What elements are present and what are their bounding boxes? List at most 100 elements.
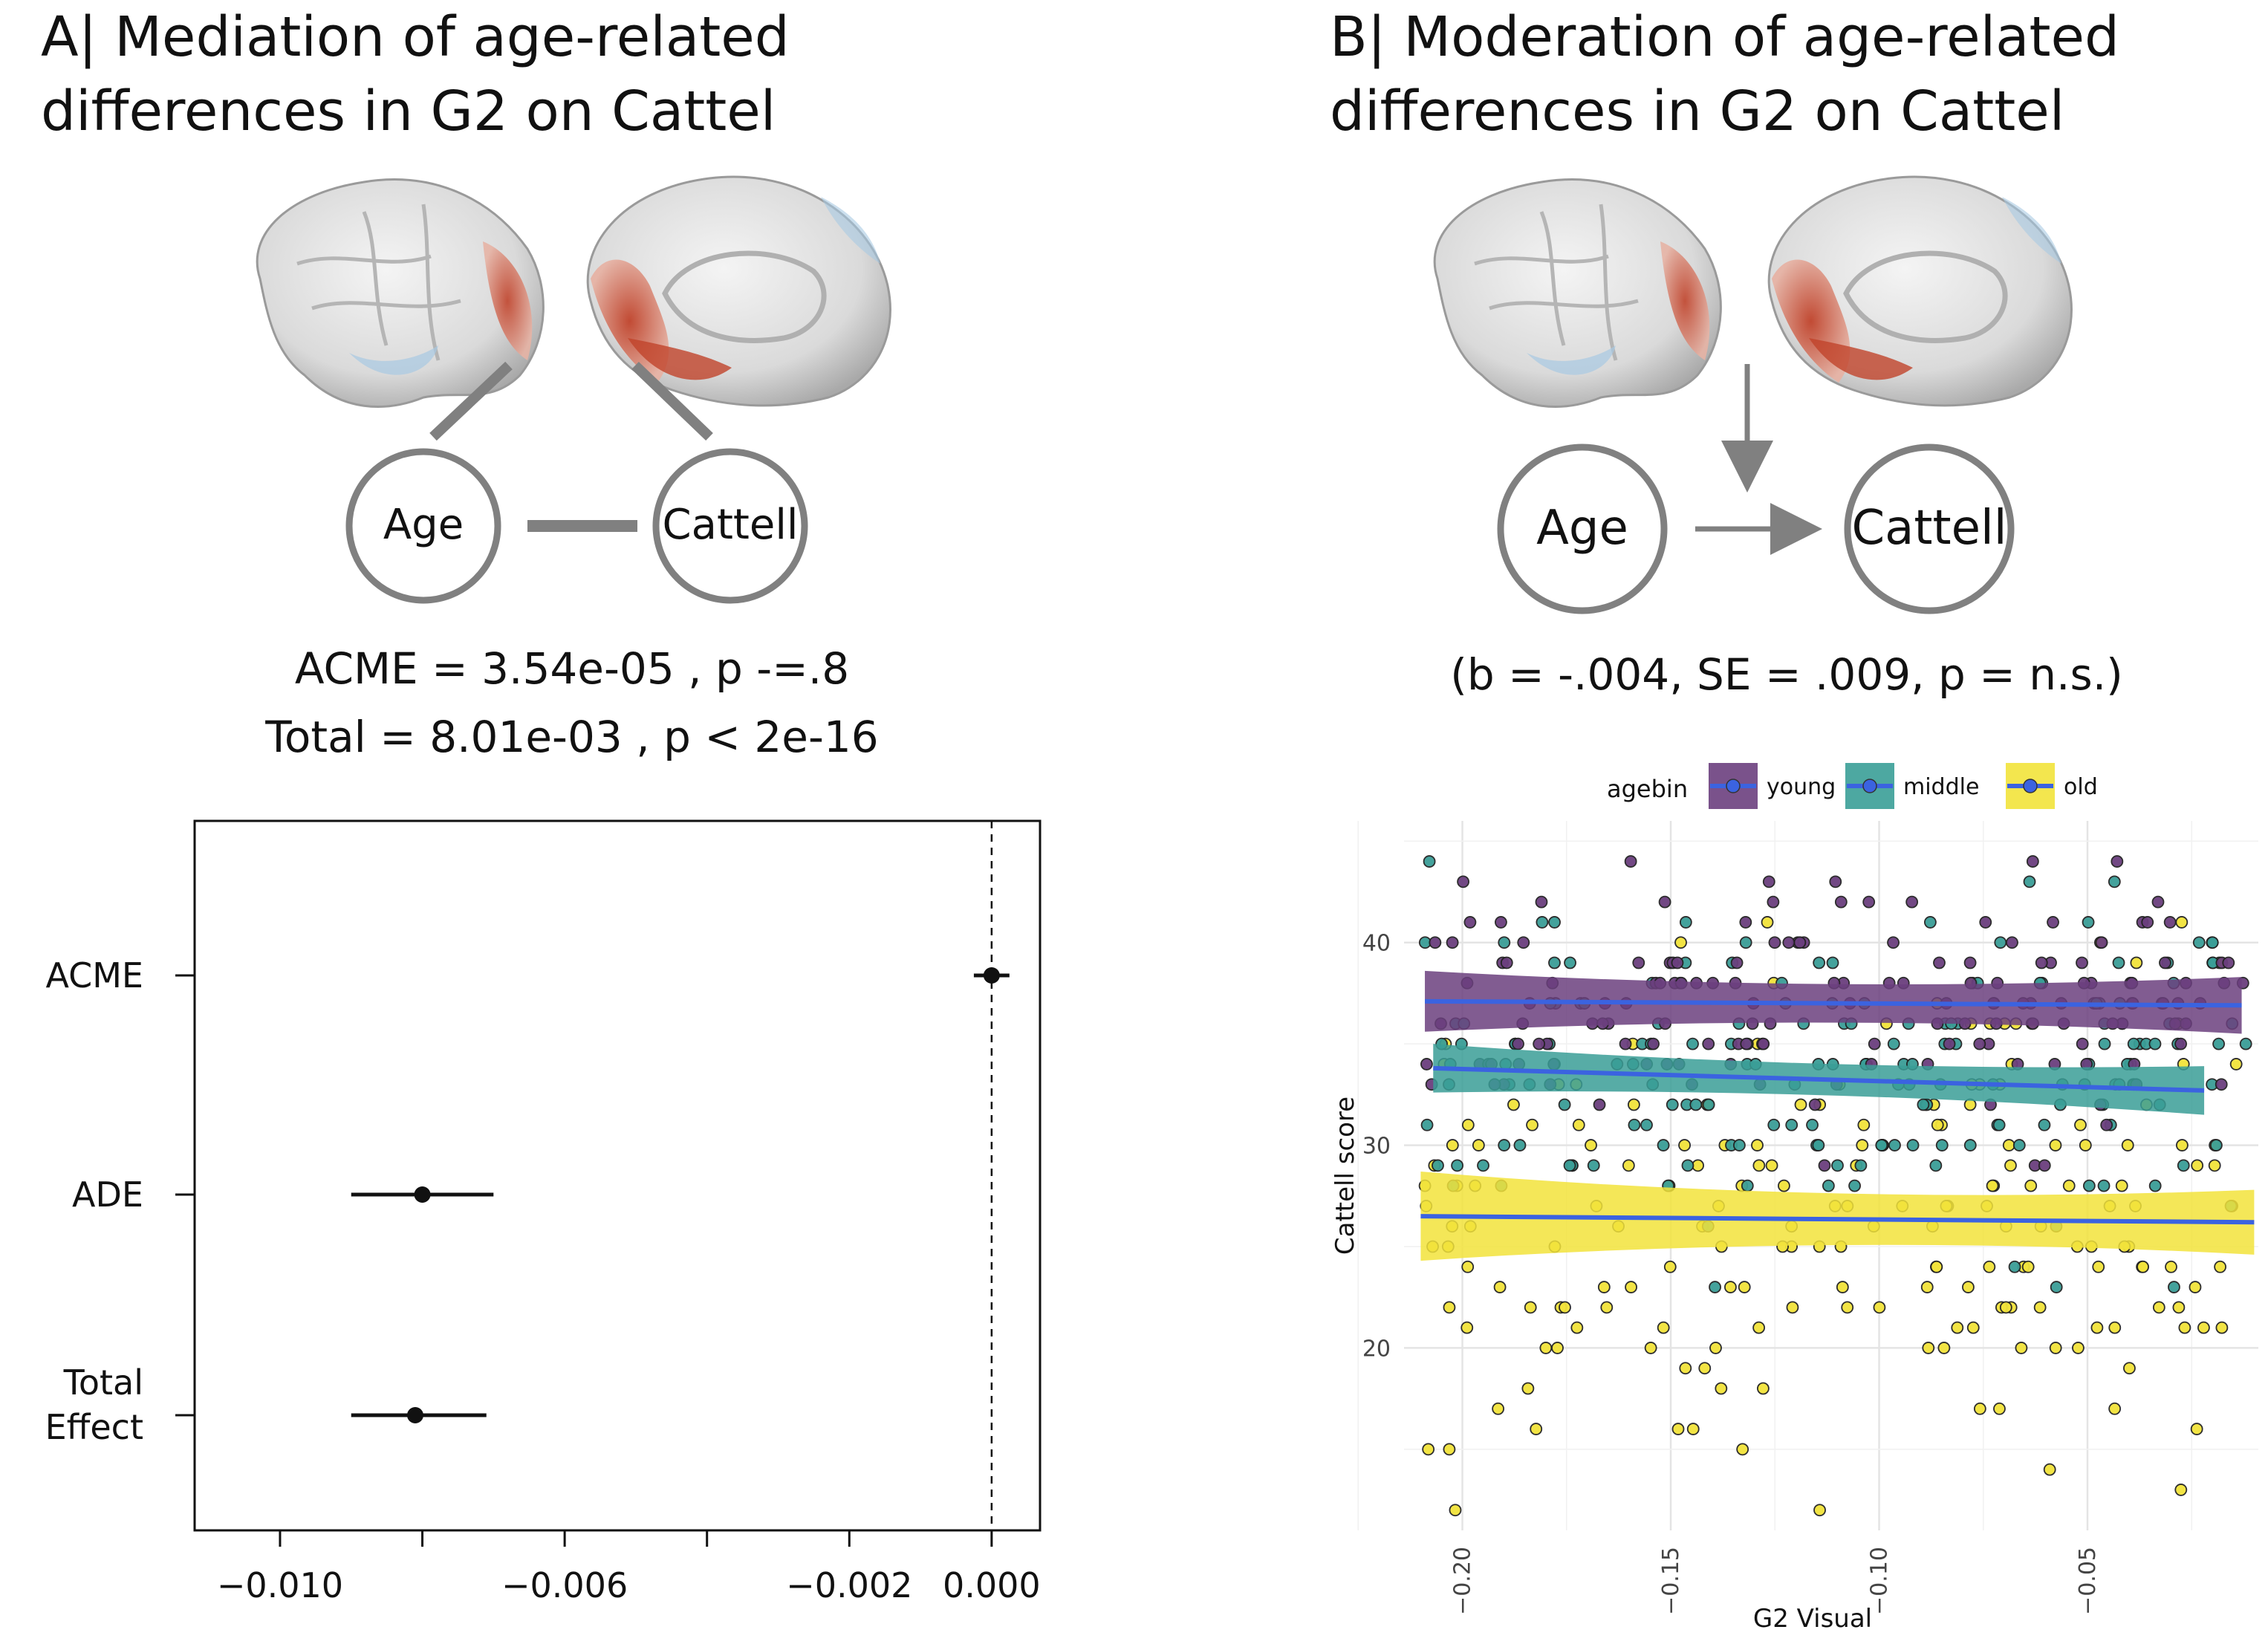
scatter-legend-label-middle: middle bbox=[1903, 774, 1979, 800]
scatter-point-middle bbox=[1587, 1159, 1600, 1172]
scatter-point-middle bbox=[2108, 875, 2121, 889]
scatter-point-old bbox=[1930, 1260, 1943, 1273]
scatter-point-old bbox=[1920, 1281, 1934, 1293]
scatter-point-old bbox=[1627, 1098, 1640, 1111]
scatter-point-young bbox=[1647, 1037, 1660, 1050]
scatter-y-tick-label: 40 bbox=[1362, 931, 1391, 957]
scatter-point-young bbox=[2100, 1118, 2113, 1131]
scatter-point-middle bbox=[1813, 956, 1826, 969]
scatter-point-old bbox=[1931, 1118, 1944, 1131]
scatter-point-middle bbox=[1657, 1139, 1670, 1151]
scatter-point-middle bbox=[2023, 875, 2036, 889]
scatter-point-young bbox=[1446, 936, 1459, 949]
scatter-point-old bbox=[1752, 1321, 1766, 1334]
scatter-point-old bbox=[1507, 1098, 1520, 1111]
scatter-point-young bbox=[1767, 895, 1780, 909]
scatter-point-old bbox=[1461, 1260, 1475, 1273]
scatter-point-old bbox=[1570, 1321, 1584, 1334]
scatter-point-middle bbox=[1558, 1098, 1571, 1111]
scatter-point-old bbox=[2049, 1139, 2062, 1151]
scatter-point-young bbox=[2047, 916, 2059, 929]
scatter-point-old bbox=[2079, 1139, 2092, 1151]
scatter-point-old bbox=[1600, 1301, 1614, 1314]
scatter-point-middle bbox=[2127, 1037, 2140, 1050]
scatter-point-old bbox=[1738, 1281, 1751, 1293]
scatter-point-old bbox=[2121, 1139, 2134, 1151]
scatter-point-old bbox=[2178, 1321, 2191, 1334]
scatter-point-young bbox=[1739, 916, 1752, 929]
scatter-point-young bbox=[2095, 936, 2108, 949]
forest-plot-frame bbox=[193, 819, 1042, 1532]
scatter-point-middle bbox=[1875, 1139, 1888, 1151]
scatter-point-middle bbox=[1741, 1179, 1754, 1192]
scatter-point-young bbox=[1671, 956, 1684, 969]
scatter-point-young bbox=[2111, 855, 2124, 868]
scatter-point-young bbox=[1632, 956, 1645, 969]
scatter-point-middle bbox=[1854, 1159, 1868, 1172]
scatter-point-old bbox=[2123, 1362, 2136, 1375]
scatter-y-tick-label: 20 bbox=[1362, 1336, 1391, 1362]
scatter-point-old bbox=[1993, 1402, 2006, 1415]
scatter-point-young bbox=[1420, 1058, 1433, 1071]
scatter-point-old bbox=[1922, 1342, 1935, 1354]
scatter-x-tick-label: −0.20 bbox=[1450, 1547, 1476, 1615]
scatter-point-old bbox=[1813, 1504, 1826, 1517]
scatter-legend-label-old: old bbox=[2064, 774, 2098, 800]
scatter-point-old bbox=[1962, 1281, 1975, 1293]
scatter-plot: 20 30 40 −0.20 −0.15 −0.10 −0.05 G2 Visual Catte… bbox=[1330, 763, 2258, 1634]
panel-a-brain-medial-icon bbox=[586, 175, 891, 407]
scatter-point-middle bbox=[1887, 1037, 1900, 1050]
scatter-x-tick-label: −0.10 bbox=[1867, 1547, 1893, 1615]
scatter-legend-key-dot bbox=[1726, 779, 1741, 793]
scatter-point-middle bbox=[1929, 1159, 1943, 1172]
scatter-point-old bbox=[1551, 1342, 1564, 1354]
scatter-point-old bbox=[1539, 1342, 1553, 1354]
scatter-point-middle bbox=[1564, 956, 1576, 969]
scatter-point-young bbox=[2006, 936, 2018, 949]
scatter-point-middle bbox=[1831, 1159, 1844, 1172]
scatter-point-old bbox=[2137, 1260, 2150, 1273]
forest-estimate-point bbox=[983, 967, 1000, 984]
panel-a-stats-line1: ACME = 3.54e-05 , p -=.8 bbox=[295, 643, 849, 694]
scatter-point-old bbox=[2152, 1301, 2165, 1314]
scatter-point-middle bbox=[2098, 1037, 2111, 1050]
scatter-point-young bbox=[1429, 936, 1442, 949]
scatter-point-young bbox=[2076, 1037, 2089, 1050]
scatter-point-young bbox=[2038, 1159, 2051, 1172]
panel-b-cattell-node bbox=[1844, 444, 2015, 614]
scatter-point-old bbox=[1786, 1301, 1799, 1314]
forest-category-label: ADE bbox=[72, 1175, 143, 1215]
scatter-point-young bbox=[1973, 1037, 1986, 1050]
scatter-point-old bbox=[1794, 1098, 1807, 1111]
scatter-point-middle bbox=[2082, 1179, 2096, 1192]
scatter-point-old bbox=[1999, 1301, 2012, 1314]
scatter-point-old bbox=[1986, 1179, 1999, 1192]
scatter-point-old bbox=[1524, 1301, 1537, 1314]
scatter-point-young bbox=[1963, 956, 1977, 969]
panel-b-stats-line: (b = -.004, SE = .009, p = n.s.) bbox=[1450, 649, 2123, 700]
scatter-point-young bbox=[1740, 1037, 1753, 1050]
scatter-point-old bbox=[1686, 1423, 1700, 1435]
scatter-point-old bbox=[2208, 1159, 2221, 1172]
panel-b-age-node bbox=[1497, 444, 1668, 614]
scatter-point-young bbox=[1535, 895, 1548, 909]
scatter-point-middle bbox=[1498, 936, 1511, 949]
scatter-point-young bbox=[1793, 936, 1807, 949]
scatter-point-middle bbox=[1513, 1139, 1527, 1151]
scatter-point-middle bbox=[2112, 956, 2125, 969]
scatter-point-young bbox=[1829, 875, 1842, 889]
forest-estimate-point bbox=[414, 1186, 431, 1203]
scatter-legend-title: agebin bbox=[1607, 775, 1688, 803]
scatter-point-middle bbox=[1432, 1159, 1444, 1172]
scatter-point-middle bbox=[1640, 1118, 1653, 1131]
scatter-point-old bbox=[1679, 1362, 1692, 1375]
panel-a-cattell-label: Cattell bbox=[663, 501, 799, 549]
scatter-point-old bbox=[2175, 916, 2189, 929]
scatter-point-middle bbox=[2008, 1260, 2021, 1273]
scatter-point-middle bbox=[1628, 1118, 1641, 1131]
scatter-x-axis-label: G2 Visual bbox=[1753, 1604, 1872, 1634]
scatter-point-middle bbox=[2148, 1037, 2162, 1050]
scatter-point-young bbox=[2035, 956, 2048, 969]
panel-a-age-node bbox=[345, 448, 501, 604]
